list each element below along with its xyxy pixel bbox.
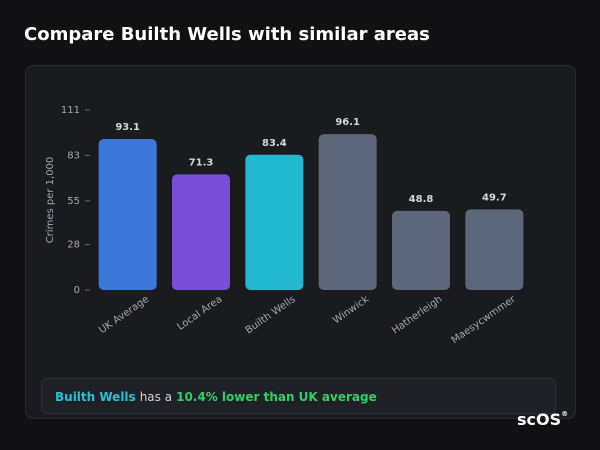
x-tick-label: Local Area xyxy=(175,294,224,333)
x-tick-label: Hatherleigh xyxy=(390,294,444,337)
value-label: 49.7 xyxy=(482,192,507,203)
value-label: 48.8 xyxy=(409,194,434,205)
x-tick-label: UK Average xyxy=(97,294,151,336)
bar xyxy=(318,134,377,290)
y-tick-label: 111 xyxy=(61,105,80,116)
page-title: Compare Builth Wells with similar areas xyxy=(24,24,430,45)
y-tick-label: 55 xyxy=(67,196,80,207)
summary-area: Builth Wells xyxy=(55,390,136,404)
summary-box: Builth Wells has a 10.4% lower than UK ave… xyxy=(41,378,556,414)
bar xyxy=(392,210,450,290)
summary-comparison: 10.4% lower than UK average xyxy=(176,390,377,404)
bar xyxy=(465,209,524,290)
value-label: 96.1 xyxy=(335,117,360,128)
y-axis-label: Crimes per 1,000 xyxy=(45,157,56,244)
bar xyxy=(172,174,230,290)
summary-text: has a xyxy=(139,390,173,404)
x-tick-label: Maesycwmmer xyxy=(450,293,519,346)
value-label: 93.1 xyxy=(115,122,140,133)
brand-logo: scOS® xyxy=(517,410,568,429)
y-tick-label: 0 xyxy=(74,285,80,296)
value-label: 83.4 xyxy=(262,138,287,149)
brand-mark: ® xyxy=(561,410,569,418)
bar xyxy=(98,139,157,290)
y-tick-label: 28 xyxy=(67,240,80,251)
brand-name: scOS xyxy=(517,410,562,429)
y-tick-label: 83 xyxy=(67,150,80,161)
x-tick-label: Winwick xyxy=(331,294,371,327)
bar xyxy=(245,154,304,290)
value-label: 71.3 xyxy=(189,157,214,168)
x-tick-label: Builth Wells xyxy=(244,294,298,337)
